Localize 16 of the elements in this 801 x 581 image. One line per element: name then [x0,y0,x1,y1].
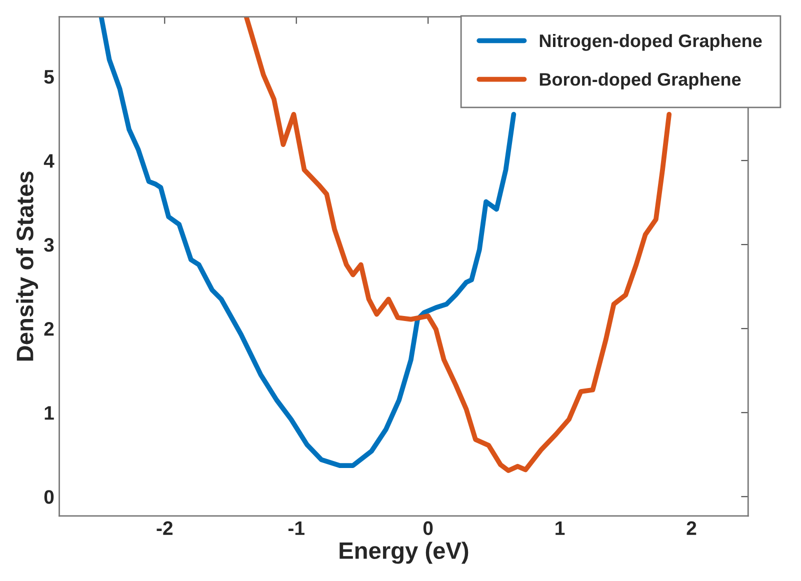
x-axis-title: Energy (eV) [340,542,468,564]
line-series [98,16,516,468]
x-tick-label: 1 [556,522,565,535]
y-axis-title: Density of States [16,172,38,361]
legend-label: Nitrogen-doped Graphene [540,34,762,51]
y-tick-label: 5 [44,70,54,84]
y-tick-label: 4 [44,154,54,168]
y-tick-label: 3 [44,238,54,252]
x-tick-label: 2 [686,521,696,535]
y-tick-label: 0 [44,490,54,504]
legend-label: Boron-doped Graphene [540,72,741,90]
x-tick-label: -1 [288,522,304,535]
y-tick-label: 1 [44,406,54,420]
y-tick-label: 2 [44,322,54,336]
x-tick-label: 0 [423,521,433,536]
x-tick-label: -2 [156,521,173,535]
